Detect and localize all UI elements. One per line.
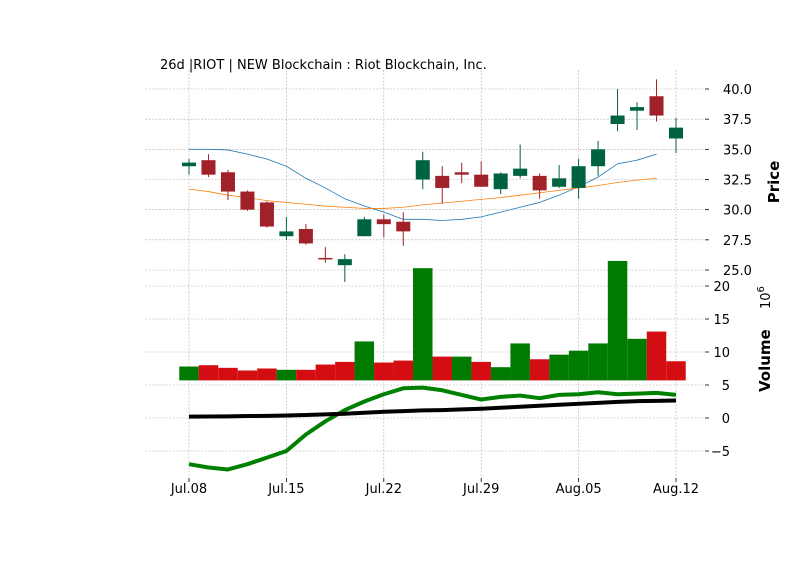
- volume-bar: [276, 369, 297, 381]
- volume-bar: [451, 356, 472, 381]
- volume-multiplier: 106: [756, 286, 774, 309]
- price-panel: 25.0 27.5 30.0 32.5 35.0 37.5 40.0 Price: [145, 70, 783, 292]
- candlesticks: [181, 79, 684, 283]
- candle-body: [201, 160, 216, 175]
- volume-bar: [588, 343, 608, 381]
- volume-bar: [432, 356, 452, 381]
- price-tick-label: 30.0: [723, 204, 752, 219]
- volume-bar: [315, 364, 336, 381]
- date-tick-label: Jul.08: [170, 482, 207, 497]
- candle-body: [415, 160, 430, 180]
- volume-bar: [510, 343, 530, 381]
- volume-indicator-lines: [188, 385, 677, 472]
- candle-body: [279, 231, 294, 237]
- candle-body: [532, 175, 547, 191]
- candle-body: [454, 172, 469, 175]
- candle-body: [298, 228, 313, 244]
- volume-bar: [568, 350, 589, 381]
- volume-bar: [218, 367, 238, 381]
- volume-bar: [627, 338, 647, 381]
- volume-multiplier-base: 10: [759, 292, 774, 309]
- price-tick-label: 35.0: [723, 143, 752, 158]
- price-y-ticks: 25.0 27.5 30.0 32.5 35.0 37.5 40.0: [705, 83, 752, 279]
- volume-bar: [374, 362, 394, 381]
- volume-bar: [607, 260, 628, 381]
- green-indicator-line: [188, 385, 677, 472]
- price-tick-label: 32.5: [723, 174, 752, 189]
- price-tick-label: 25.0: [723, 264, 752, 279]
- candle-body: [318, 257, 333, 260]
- volume-bar: [393, 360, 414, 381]
- candle-body: [474, 174, 489, 187]
- volume-bar: [335, 361, 355, 381]
- volume-tick-label: 0: [722, 412, 730, 427]
- volume-tick-label: 15: [713, 313, 730, 328]
- volume-bar: [549, 354, 569, 381]
- volume-bar: [666, 361, 686, 381]
- candle-body: [240, 191, 255, 210]
- volume-bar: [237, 370, 258, 381]
- volume-tick-label: 5: [722, 379, 730, 394]
- volume-tick-label: −5: [711, 445, 730, 460]
- date-tick-label: Aug.05: [556, 482, 602, 497]
- candle-body: [630, 107, 645, 111]
- candle-body: [259, 202, 274, 227]
- volume-bar: [257, 368, 277, 381]
- candle-body: [357, 219, 372, 237]
- candle-body: [552, 178, 567, 187]
- volume-bar: [198, 365, 219, 381]
- candle-body: [396, 221, 411, 232]
- price-tick-label: 37.5: [723, 113, 752, 128]
- date-tick-label: Jul.29: [462, 482, 499, 497]
- volume-bar: [529, 359, 550, 381]
- volume-bar: [490, 367, 511, 381]
- candle-body: [220, 172, 235, 192]
- candle-body: [571, 166, 586, 188]
- date-tick-label: Aug.12: [653, 482, 699, 497]
- candle-body: [181, 162, 197, 167]
- candle-body: [376, 219, 391, 225]
- candle-body: [610, 115, 625, 124]
- price-tick-label: 40.0: [723, 83, 752, 98]
- date-tick-label: Jul.15: [267, 482, 304, 497]
- volume-bar: [296, 369, 316, 381]
- candle-body: [337, 259, 352, 266]
- chart-title: 26d |RIOT | NEW Blockchain : Riot Blockc…: [160, 58, 487, 73]
- volume-tick-label: 10: [713, 346, 730, 361]
- volume-bar: [646, 331, 667, 381]
- candle-body: [668, 127, 684, 139]
- date-x-ticks: Jul.08 Jul.15 Jul.22 Jul.29 Aug.05 Aug.12: [170, 478, 699, 497]
- date-tick-label: Jul.22: [365, 482, 402, 497]
- volume-bar: [413, 268, 433, 381]
- candle-body: [435, 175, 450, 188]
- volume-y-ticks: −5 0 5 10 15 20: [705, 280, 730, 460]
- volume-bar: [179, 366, 199, 381]
- candle-body: [649, 96, 664, 116]
- black-indicator-line: [188, 398, 677, 419]
- candle-body: [591, 149, 606, 167]
- price-tick-label: 27.5: [723, 234, 752, 249]
- volume-tick-label: 20: [713, 280, 730, 295]
- volume-bars: [179, 260, 686, 381]
- volume-panel: −5 0 5 10 15 20 Jul.08 Jul.15 Jul.22 Jul.29 Aug.0…: [145, 260, 774, 497]
- candle-body: [513, 168, 528, 176]
- price-axis-label: Price: [765, 161, 783, 204]
- volume-bar: [471, 361, 491, 381]
- volume-axis-label: Volume: [756, 329, 774, 392]
- candle-body: [493, 173, 508, 190]
- volume-multiplier-exponent: 6: [756, 286, 767, 292]
- volume-bar: [354, 341, 375, 381]
